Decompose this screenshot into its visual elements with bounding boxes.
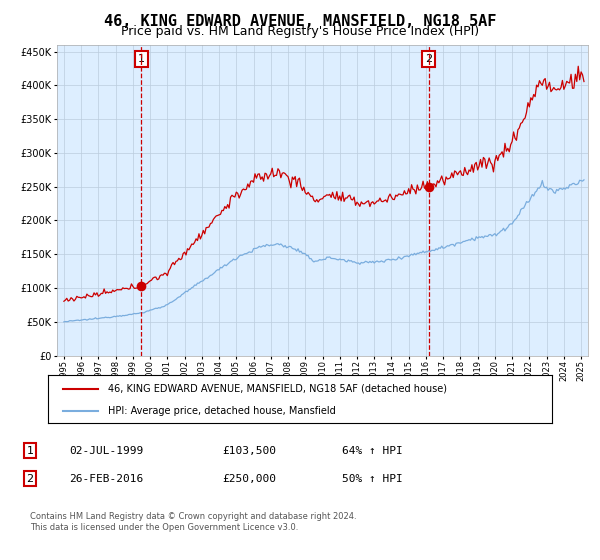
Text: 64% ↑ HPI: 64% ↑ HPI (342, 446, 403, 456)
Text: 2: 2 (425, 54, 432, 64)
Text: 50% ↑ HPI: 50% ↑ HPI (342, 474, 403, 484)
Text: HPI: Average price, detached house, Mansfield: HPI: Average price, detached house, Mans… (109, 406, 336, 416)
Text: Contains HM Land Registry data © Crown copyright and database right 2024.
This d: Contains HM Land Registry data © Crown c… (30, 512, 356, 532)
Text: 2: 2 (26, 474, 34, 484)
Text: 1: 1 (138, 54, 145, 64)
Text: 1: 1 (26, 446, 34, 456)
Text: £250,000: £250,000 (222, 474, 276, 484)
Text: 02-JUL-1999: 02-JUL-1999 (69, 446, 143, 456)
Text: 46, KING EDWARD AVENUE, MANSFIELD, NG18 5AF: 46, KING EDWARD AVENUE, MANSFIELD, NG18 … (104, 14, 496, 29)
Text: £103,500: £103,500 (222, 446, 276, 456)
Text: Price paid vs. HM Land Registry's House Price Index (HPI): Price paid vs. HM Land Registry's House … (121, 25, 479, 38)
Text: 46, KING EDWARD AVENUE, MANSFIELD, NG18 5AF (detached house): 46, KING EDWARD AVENUE, MANSFIELD, NG18 … (109, 384, 448, 394)
Text: 26-FEB-2016: 26-FEB-2016 (69, 474, 143, 484)
